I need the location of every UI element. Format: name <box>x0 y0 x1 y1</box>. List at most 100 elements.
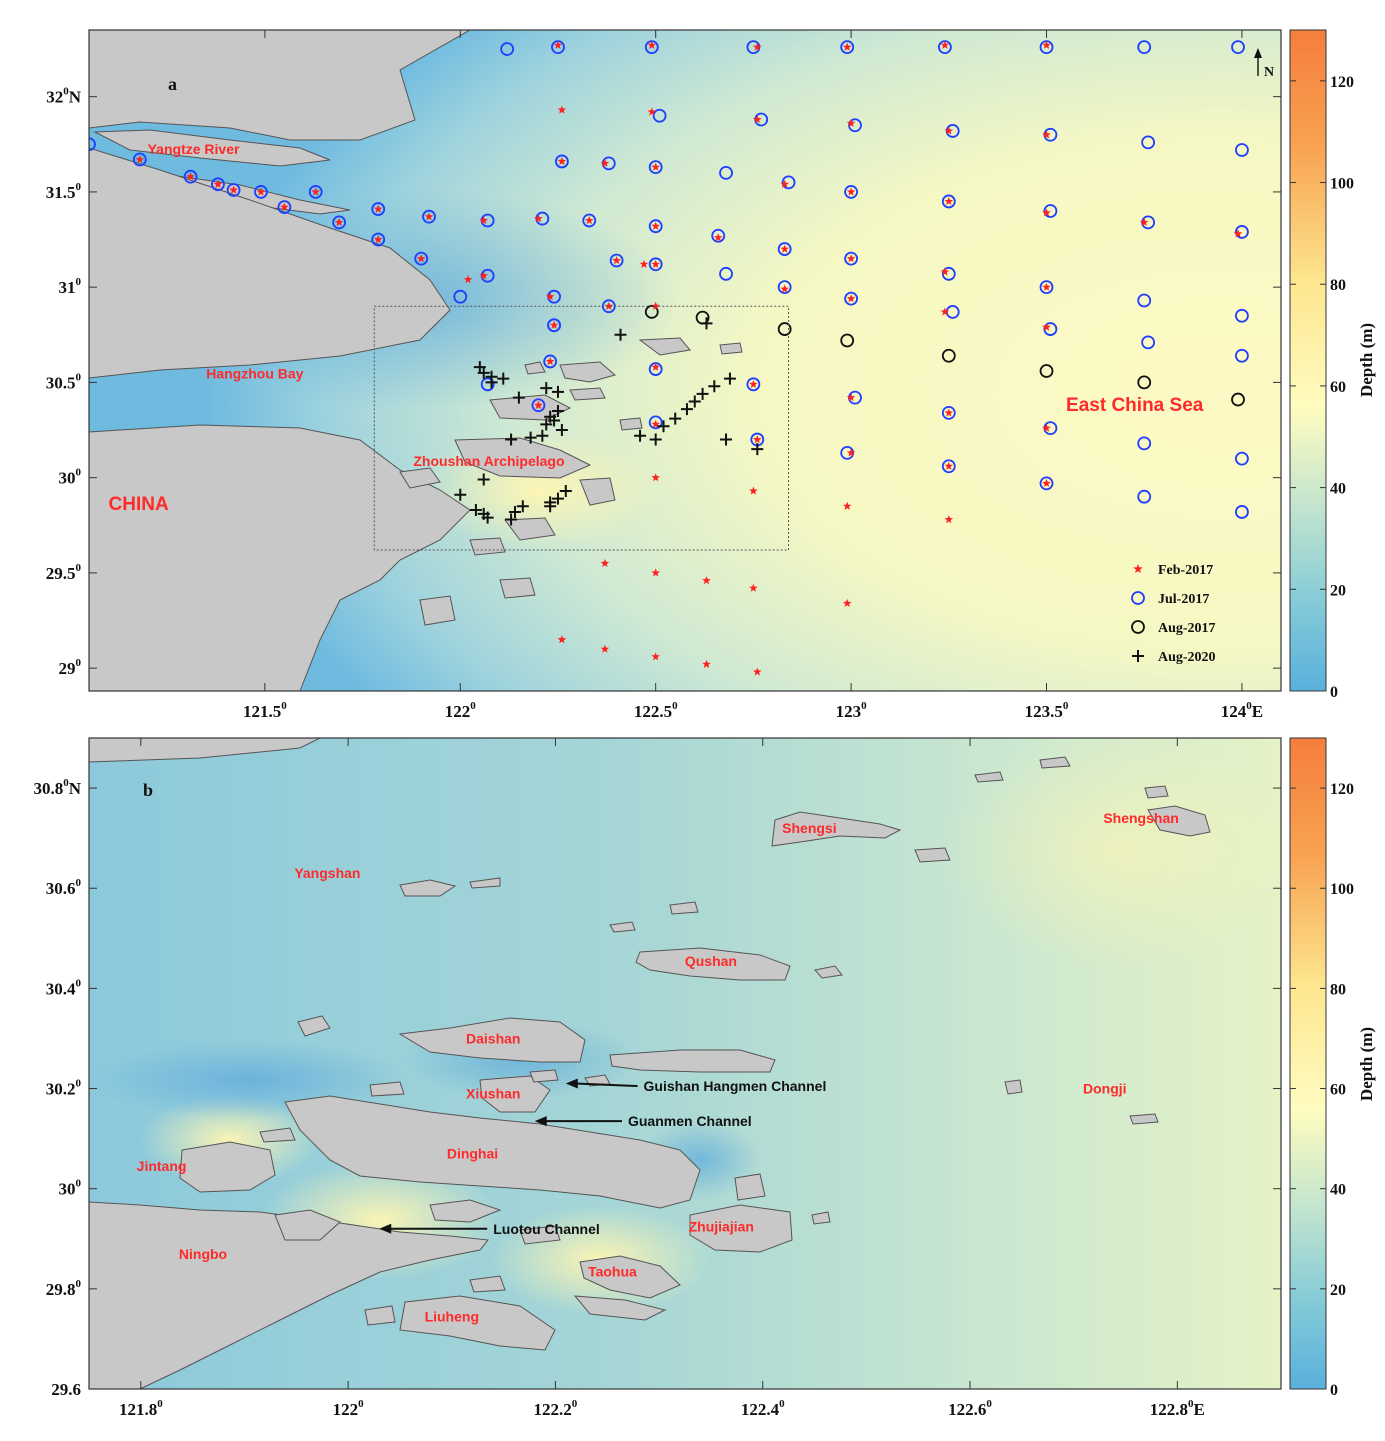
place-label: Liuheng <box>425 1308 479 1324</box>
tick-label: 30.60 <box>46 877 82 898</box>
colorbar-tick-label: 40 <box>1330 1182 1346 1199</box>
place-label: Shengshan <box>1103 810 1178 826</box>
tick-degree: 0 <box>76 1178 82 1190</box>
tick-label: 31.50 <box>46 181 82 202</box>
station-feb-2017 <box>600 558 610 567</box>
tick-value: 122.2 <box>534 1400 572 1419</box>
place-label: Jintang <box>137 1158 187 1174</box>
station-feb-2017 <box>780 244 789 253</box>
panel-a-island-taohua <box>504 517 556 541</box>
station-feb-2017 <box>651 568 660 577</box>
tick-degree: 0 <box>779 1398 785 1410</box>
station-jul-2017 <box>1235 348 1249 363</box>
tick-degree: 0 <box>76 1078 82 1090</box>
station-aug-2020 <box>544 500 557 513</box>
tick-degree: 0 <box>76 877 82 889</box>
panel-b-channel-annotations: Guishan Hangmen Channel Guanmen Channel Lu… <box>379 1078 826 1237</box>
panel-b-island-taohua <box>579 1255 681 1299</box>
panel-b-island-liuheng <box>399 1295 556 1351</box>
station-jul-2017 <box>183 169 198 184</box>
panel-b-island-small-s1 <box>914 847 951 863</box>
place-label: CHINA <box>109 494 169 515</box>
station-aug-2017 <box>941 348 956 363</box>
panel-b-ticks: 121.80 1220 122.20 122.40 122.60 122.80E29.62… <box>33 738 1281 1419</box>
tick-degree: 0 <box>358 1398 364 1410</box>
channel-arrow-head <box>379 1223 392 1234</box>
tick-value: 29.8 <box>46 1280 76 1299</box>
station-aug-2020 <box>508 505 521 518</box>
station-feb-2017 <box>753 667 762 676</box>
colorbar-tick-label: 100 <box>1330 881 1354 898</box>
tick-value: 30.5 <box>46 373 76 392</box>
legend-label: Aug-2020 <box>1158 650 1216 665</box>
station-feb-2017 <box>944 515 954 524</box>
station-jul-2017 <box>652 108 667 123</box>
panel-b-island-small-q2 <box>609 921 636 933</box>
station-jul-2017 <box>1137 436 1152 451</box>
panel-b-island-small-m6 <box>259 1127 296 1143</box>
channel-arrow-line <box>575 1082 638 1088</box>
station-feb-2017 <box>944 408 954 417</box>
station-feb-2017 <box>553 40 563 49</box>
station-aug-2020 <box>559 484 572 497</box>
station-jul-2017 <box>1043 204 1058 218</box>
panel-a-map: 121.50 1220 122.50 1230 123.50 1240E29029.503… <box>46 29 1282 721</box>
tick-degree: 0 <box>157 1398 163 1410</box>
tick-degree: 0 <box>1246 700 1252 712</box>
legend-label: Jul-2017 <box>1158 592 1209 607</box>
station-feb-2017 <box>651 259 660 268</box>
place-label: Zhujiajian <box>689 1218 754 1234</box>
colorbar-tick-label: 20 <box>1330 1282 1346 1299</box>
panel-a-land-china <box>89 424 471 691</box>
panel-b-island-small-m2 <box>429 1199 502 1223</box>
panel-b-island-yangshan <box>399 879 457 897</box>
station-aug-2020 <box>540 418 553 431</box>
station-jul-2017 <box>1137 489 1152 504</box>
tick-hemisphere: N <box>69 88 82 107</box>
station-jul-2017 <box>500 42 515 56</box>
station-jul-2017 <box>781 175 796 190</box>
colorbar-tick-label: 100 <box>1330 176 1354 193</box>
station-jul-2017 <box>1235 505 1249 519</box>
station-jul-2017 <box>277 200 292 215</box>
place-label: Xiushan <box>466 1086 520 1102</box>
tick-label: 122.20 <box>534 1398 578 1419</box>
place-label: Taohua <box>588 1263 637 1279</box>
station-aug-2020 <box>477 366 490 379</box>
station-aug-2017 <box>777 322 792 336</box>
station-feb-2017 <box>229 185 238 194</box>
tick-label: 29.80 <box>46 1278 82 1299</box>
station-jul-2017 <box>371 232 386 247</box>
station-aug-2020 <box>669 412 682 425</box>
station-jul-2017 <box>719 165 733 180</box>
panel-a-island-zhujiajian <box>579 477 616 506</box>
tick-degree: 0 <box>986 1398 992 1410</box>
panel-a-ticks: 121.50 1220 122.50 1230 123.50 1240E29029.503… <box>46 30 1281 721</box>
tick-label: 122.40 <box>741 1398 785 1419</box>
station-feb-2017 <box>73 144 82 152</box>
panel-b-map: 121.80 1220 122.20 122.40 122.60 122.80E29.62… <box>33 737 1282 1419</box>
station-feb-2017 <box>842 501 852 510</box>
station-feb-2017 <box>944 196 954 206</box>
station-jul-2017 <box>648 160 663 175</box>
place-label: East China Sea <box>1066 395 1204 416</box>
panel-b-island-small-e2 <box>529 1069 559 1083</box>
legend-marker-plus <box>1132 650 1144 662</box>
panel-b-island-jintang <box>179 1141 276 1193</box>
tick-label: 30.80N <box>33 777 81 798</box>
tick-value: 29 <box>59 659 76 678</box>
station-jul-2017 <box>711 228 726 243</box>
tick-label: 320N <box>46 86 82 107</box>
panel-b-island-small-m1 <box>274 1209 341 1241</box>
station-feb-2017 <box>1042 282 1051 291</box>
station-jul-2017 <box>648 257 663 272</box>
panel-a-island-small-6 <box>499 577 536 599</box>
tick-value: 121.5 <box>243 702 281 721</box>
station-aug-2020 <box>548 414 561 427</box>
tick-degree: 0 <box>76 371 82 383</box>
station-feb-2017 <box>334 217 344 226</box>
colorbar-b-ramp <box>1289 737 1327 1390</box>
station-feb-2017 <box>1042 423 1051 432</box>
tick-label: 122.50 <box>634 700 678 721</box>
station-jul-2017 <box>1141 135 1156 150</box>
